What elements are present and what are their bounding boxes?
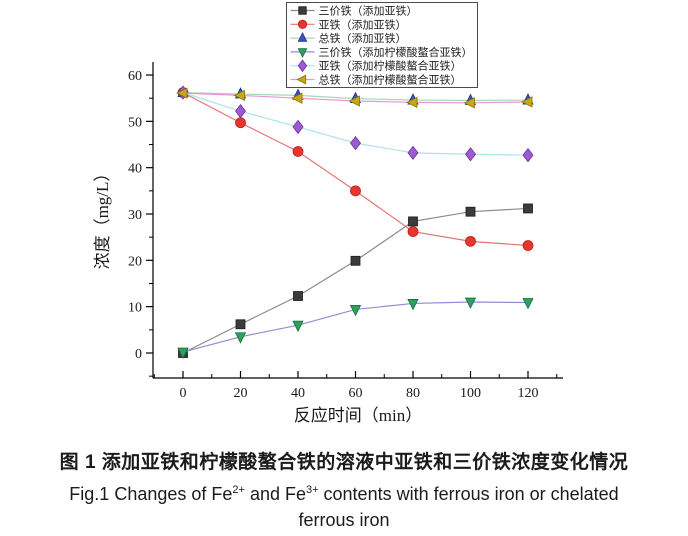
x-tick-label: 40 <box>291 386 305 401</box>
data-point-marker <box>350 255 361 266</box>
y-tick-label: 0 <box>135 347 142 362</box>
data-point-marker <box>408 216 418 227</box>
y-tick-label: 50 <box>128 115 142 130</box>
legend-marker <box>297 19 308 29</box>
data-point-marker <box>234 104 247 119</box>
caption-english-line1: Fig.1 Changes of Fe2+ and Fe3+ contents … <box>69 484 619 504</box>
legend-label: 三价铁（添加柠檬酸螯合亚铁） <box>319 45 473 59</box>
data-point-marker <box>407 145 419 161</box>
legend-label: 总铁（添加柠檬酸螯合亚铁） <box>319 73 462 87</box>
x-tick-label: 0 <box>180 386 187 401</box>
caption-chinese: 图 1 添加亚铁和柠檬酸螯合铁的溶液中亚铁和三价铁浓度变化情况 <box>59 452 629 473</box>
caption-english-line2: ferrous iron <box>298 510 390 530</box>
data-point-marker <box>235 319 246 330</box>
data-point-marker <box>463 97 475 109</box>
x-tick-label: 120 <box>518 386 539 401</box>
data-point-marker <box>523 203 533 214</box>
data-point-marker <box>291 92 303 104</box>
y-axis-label: 浓度（mg/L） <box>93 165 112 270</box>
legend-label: 亚铁（添加柠檬酸螯合亚铁） <box>319 59 462 73</box>
data-point-marker <box>521 96 533 108</box>
x-axis-label: 反应时间（min） <box>294 406 422 425</box>
y-tick-label: 10 <box>128 301 142 316</box>
y-tick-label: 40 <box>128 162 142 177</box>
data-point-marker <box>464 147 477 162</box>
concentration-line-chart: 0 10 20 30 40 50 60 0 20 40 60 80 100 120 反应时间（min） 浓度（… <box>93 2 563 425</box>
y-tick-label: 60 <box>128 69 142 84</box>
data-point-marker <box>407 226 419 238</box>
y-tick-label: 20 <box>128 254 142 269</box>
y-tick-label: 30 <box>128 208 142 223</box>
data-point-marker <box>349 305 362 317</box>
data-point-marker <box>464 297 477 309</box>
data-point-marker <box>407 299 419 311</box>
data-point-marker <box>350 185 361 197</box>
legend-label: 总铁（添加亚铁） <box>319 31 407 45</box>
data-point-marker <box>465 206 476 217</box>
data-point-marker <box>292 320 304 333</box>
series-line <box>182 92 529 247</box>
data-point-marker <box>176 87 188 99</box>
data-point-marker <box>522 148 534 163</box>
data-point-marker <box>522 240 534 251</box>
data-point-marker <box>465 235 476 247</box>
data-point-marker <box>522 298 534 310</box>
legend-marker <box>297 59 308 73</box>
legend-marker <box>298 6 307 15</box>
legend-box <box>286 2 478 88</box>
legend-marker <box>297 32 308 42</box>
x-tick-label: 60 <box>349 386 363 401</box>
data-point-marker <box>406 96 418 109</box>
series-line <box>182 207 529 354</box>
data-point-marker <box>292 146 304 157</box>
legend-marker <box>296 74 307 85</box>
data-point-marker <box>292 119 304 135</box>
data-point-marker <box>349 135 362 151</box>
legend-marker <box>297 48 308 58</box>
data-point-marker <box>348 95 360 107</box>
x-tick-label: 100 <box>460 386 481 401</box>
data-point-marker <box>177 347 189 359</box>
data-point-marker <box>233 89 245 102</box>
data-point-marker <box>234 332 247 344</box>
legend-label: 亚铁（添加亚铁） <box>319 17 407 31</box>
x-tick-label: 20 <box>234 386 248 401</box>
x-tick-label: 80 <box>406 386 420 401</box>
fe3-superscript: 3+ <box>305 484 319 496</box>
data-point-marker <box>235 117 246 129</box>
legend-label: 三价铁（添加亚铁） <box>319 4 418 18</box>
fe2-superscript: 2+ <box>232 484 245 496</box>
data-point-marker <box>293 291 303 301</box>
figure-caption: 图 1 添加亚铁和柠檬酸螯合铁的溶液中亚铁和三价铁浓度变化情况 Fig.1 Ch… <box>0 449 688 533</box>
